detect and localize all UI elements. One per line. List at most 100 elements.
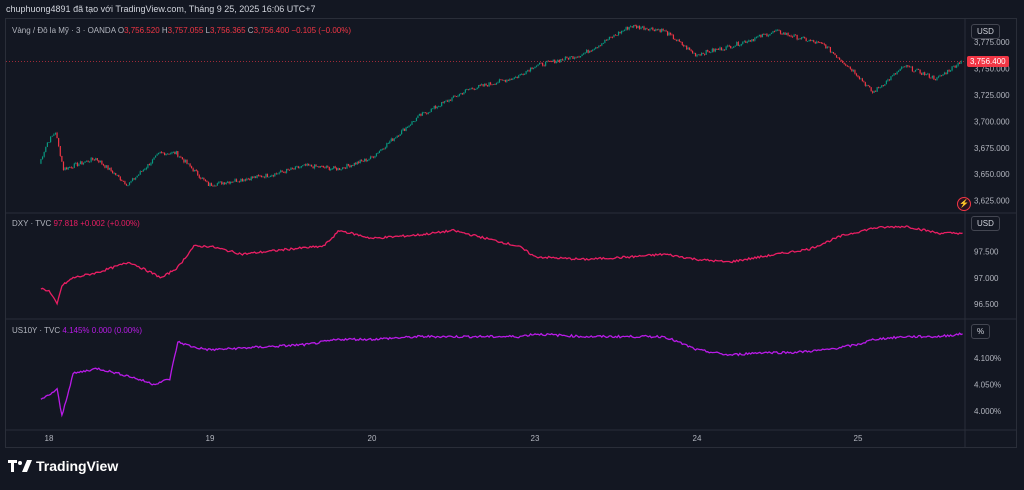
gold-candle (436, 107, 438, 109)
gold-candle (813, 40, 815, 42)
gold-candle (43, 152, 45, 157)
gold-candle (828, 46, 830, 48)
gold-candle (782, 32, 785, 35)
gold-candle (369, 156, 372, 160)
gold-candle (596, 47, 598, 49)
gold-legend[interactable]: Vàng / Đô la Mỹ · 3 · OANDA O3,756.520 H… (12, 26, 351, 35)
gold-candle (888, 79, 891, 81)
dxy-currency-button[interactable]: USD (971, 216, 1000, 231)
gold-candle (707, 50, 709, 52)
gold-candle (680, 41, 682, 43)
gold-candle (595, 47, 597, 49)
gold-candle (89, 161, 91, 163)
gold-candle (53, 134, 55, 136)
gold-candle (240, 178, 242, 182)
gold-candle (228, 181, 230, 184)
gold-candle (875, 90, 877, 92)
gold-candle (693, 52, 695, 54)
gold-candle (690, 49, 692, 51)
gold-candle (255, 176, 257, 178)
tradingview-logo[interactable]: TradingView (8, 458, 118, 474)
gold-candle (308, 163, 310, 166)
gold-candle (206, 181, 208, 182)
gold-candle (164, 152, 166, 156)
gold-candle (541, 62, 544, 66)
gold-candle (910, 66, 912, 68)
gold-candle (494, 84, 496, 85)
gold-open: 3,756.520 (124, 26, 160, 35)
gold-candle (171, 152, 173, 154)
gold-candle (630, 26, 632, 28)
gold-candle (481, 84, 483, 86)
dxy-legend[interactable]: DXY · TVC 97.818 +0.002 (+0.00%) (12, 219, 140, 228)
gold-candle (401, 130, 403, 135)
gold-candle (913, 71, 915, 73)
gold-candle (631, 26, 633, 28)
gold-candle (510, 78, 512, 80)
gold-candle (470, 88, 472, 90)
gold-candle (822, 43, 824, 44)
gold-candle (287, 169, 289, 170)
us10y-legend[interactable]: US10Y · TVC 4.145% 0.000 (0.00%) (12, 326, 142, 335)
gold-candle (213, 185, 216, 187)
gold-candle (58, 138, 60, 147)
gold-candle (189, 163, 191, 167)
gold-candle (748, 40, 750, 42)
gold-candle (804, 36, 806, 39)
gold-candle (162, 152, 164, 154)
gold-candle (694, 52, 697, 57)
lightning-icon[interactable]: ⚡ (957, 197, 971, 211)
gold-candle (518, 75, 520, 79)
gold-candle (581, 54, 583, 57)
gold-candle (605, 39, 607, 41)
gold-candle (62, 161, 65, 171)
gold-candle (209, 183, 211, 186)
gold-candle (128, 182, 131, 186)
gold-candle (778, 29, 780, 31)
gold-candle (48, 142, 50, 143)
gold-candle (337, 168, 339, 171)
gold-candle (503, 80, 505, 81)
gold-candle (343, 167, 345, 169)
gold-candle (150, 163, 152, 166)
gold-candle (579, 56, 582, 58)
gold-candle (433, 105, 435, 109)
gold-candle (549, 61, 551, 62)
gold-candle (444, 101, 446, 103)
gold-currency-button[interactable]: USD (971, 24, 1000, 39)
gold-candle (852, 70, 854, 72)
gold-candle (275, 173, 277, 175)
gold-candle (666, 31, 669, 36)
gold-candle (87, 160, 89, 162)
gold-candle (788, 35, 791, 37)
gold-candle (398, 135, 400, 137)
gold-candle (930, 77, 932, 79)
gold-candle (135, 177, 137, 180)
gold-candle (235, 179, 238, 182)
gold-candle (614, 34, 617, 36)
gold-candle (672, 35, 675, 40)
gold-candle (232, 181, 235, 183)
gold-candle (899, 68, 901, 71)
gold-candle (311, 164, 313, 167)
gold-candle (294, 166, 297, 170)
gold-candle (210, 183, 213, 186)
gold-candle (745, 41, 747, 43)
gold-candle (460, 93, 462, 95)
gold-candle (879, 87, 881, 89)
gold-candle (746, 41, 748, 43)
gold-candle (646, 28, 648, 30)
gold-candle (796, 34, 798, 40)
us10y-unit-button[interactable]: % (971, 324, 991, 339)
gold-candle (885, 80, 887, 85)
gold-candle (691, 50, 694, 54)
gold-candle (937, 76, 940, 78)
gold-candle (555, 61, 557, 64)
gold-candle (863, 81, 865, 83)
gold-candle (355, 162, 357, 165)
gold-candle (677, 39, 679, 41)
gold-last-price-tag: 3,756.400 (967, 55, 1009, 67)
gold-candle (894, 73, 897, 75)
us10y-change: 0.000 (0.00%) (91, 326, 143, 335)
